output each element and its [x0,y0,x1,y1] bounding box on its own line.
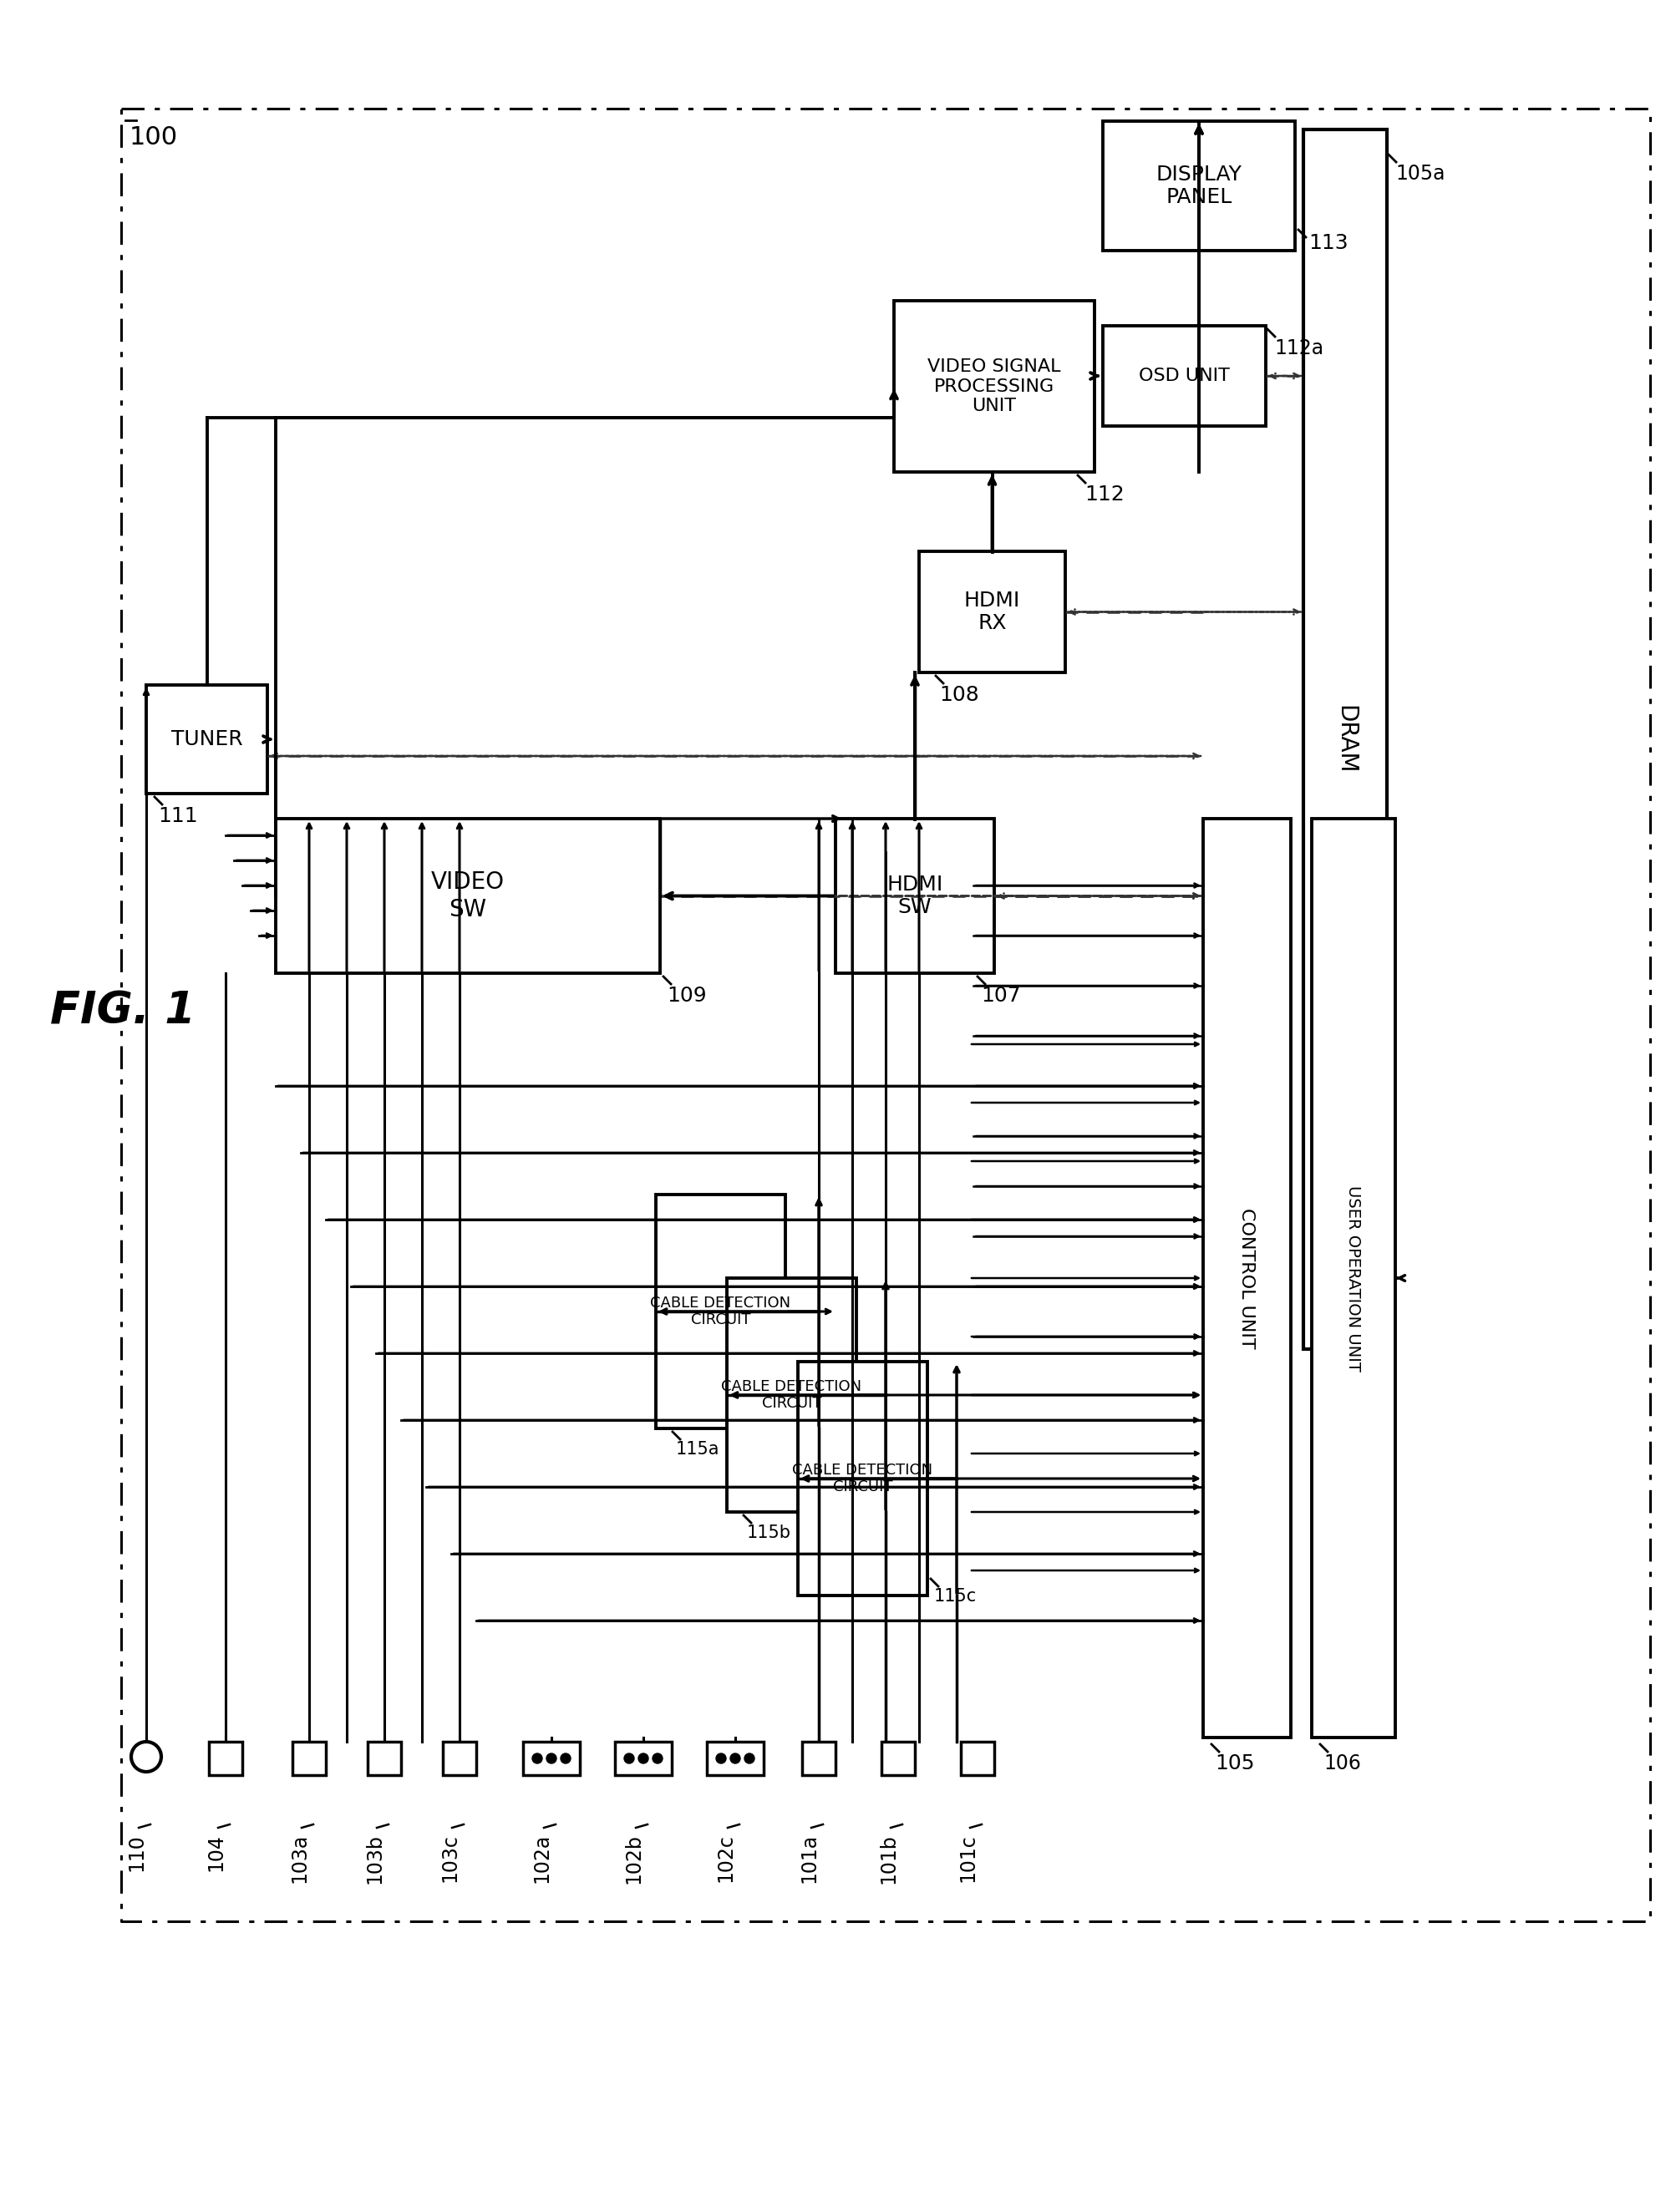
Text: VIDEO
SW: VIDEO SW [431,872,505,920]
Text: 101b: 101b [879,1834,899,1882]
Bar [836,818,994,973]
Text: 107: 107 [981,987,1021,1006]
Bar [1103,325,1267,427]
Text: 113: 113 [1308,232,1348,252]
Bar [443,1741,476,1774]
Bar [882,1741,916,1774]
Bar [707,1741,764,1774]
Text: 102b: 102b [623,1834,643,1885]
Text: 100: 100 [130,126,179,150]
Text: DISPLAY
PANEL: DISPLAY PANEL [1156,164,1242,208]
Bar [368,1741,401,1774]
Bar [802,1741,836,1774]
Circle shape [546,1754,556,1763]
Bar [147,686,267,794]
Text: 105a: 105a [1395,164,1445,184]
Text: CONTROL UNIT: CONTROL UNIT [1238,1208,1255,1349]
Bar [1312,818,1395,1736]
Bar [1103,122,1295,250]
Text: USER OPERATION UNIT: USER OPERATION UNIT [1345,1186,1362,1371]
Circle shape [561,1754,571,1763]
Bar [961,1741,994,1774]
Bar [615,1741,672,1774]
Text: CABLE DETECTION
CIRCUIT: CABLE DETECTION CIRCUIT [722,1378,862,1411]
Bar [523,1741,580,1774]
Text: 115a: 115a [675,1440,720,1458]
Circle shape [533,1754,543,1763]
Text: 105: 105 [1215,1754,1255,1774]
Text: 109: 109 [667,987,707,1006]
Bar [799,1363,927,1595]
Bar [1303,131,1387,1349]
Bar [727,1279,856,1513]
Text: 112a: 112a [1275,338,1323,358]
Circle shape [625,1754,635,1763]
Text: 101c: 101c [957,1834,978,1882]
Bar [209,1741,242,1774]
Text: 110: 110 [127,1834,147,1871]
Text: 115c: 115c [934,1588,978,1604]
Text: 111: 111 [159,805,197,825]
Circle shape [730,1754,740,1763]
Circle shape [638,1754,648,1763]
Text: CABLE DETECTION
CIRCUIT: CABLE DETECTION CIRCUIT [792,1462,932,1495]
Text: VIDEO SIGNAL
PROCESSING
UNIT: VIDEO SIGNAL PROCESSING UNIT [927,358,1061,414]
Text: 103b: 103b [364,1834,384,1885]
Bar [655,1194,785,1429]
Bar [919,551,1066,672]
Text: 106: 106 [1323,1754,1360,1774]
Text: DRAM: DRAM [1333,706,1357,774]
Text: 102a: 102a [531,1834,551,1882]
Text: OSD UNIT: OSD UNIT [1140,367,1230,385]
Bar [894,301,1095,471]
Circle shape [652,1754,662,1763]
Bar [276,818,660,973]
Bar [1203,818,1290,1736]
Circle shape [745,1754,755,1763]
Text: 112: 112 [1084,484,1125,504]
Text: CABLE DETECTION
CIRCUIT: CABLE DETECTION CIRCUIT [650,1296,790,1327]
Text: HDMI
RX: HDMI RX [964,591,1021,633]
Text: 104: 104 [206,1834,226,1871]
Text: 103a: 103a [289,1834,309,1882]
Circle shape [715,1754,725,1763]
Text: 115b: 115b [747,1524,792,1542]
Text: 103c: 103c [439,1834,460,1882]
Text: 101a: 101a [799,1834,819,1882]
Text: 102c: 102c [715,1834,735,1882]
Text: FIG. 1: FIG. 1 [50,989,196,1033]
Text: HDMI
SW: HDMI SW [887,874,942,918]
Text: TUNER: TUNER [170,730,242,750]
Bar [292,1741,326,1774]
Text: 108: 108 [939,686,979,706]
